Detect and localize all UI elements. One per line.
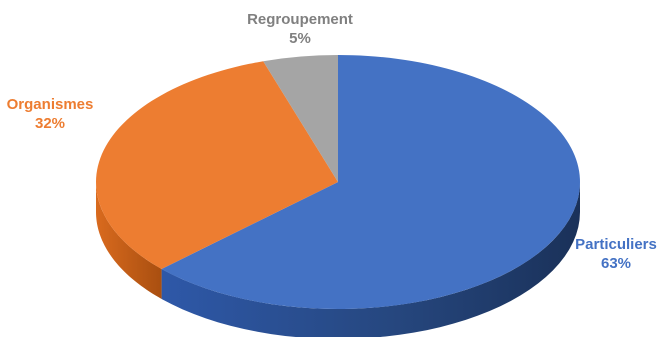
data-label-particuliers-category: Particuliers (575, 236, 657, 253)
pie-slice-regroupement (263, 55, 338, 182)
data-label-regroupement-category: Regroupement (247, 11, 353, 28)
pie-slice-tops (96, 55, 580, 309)
pie-slice-particuliers (161, 55, 580, 309)
pie-slice-organismes (96, 61, 338, 269)
pie-slice-sides (96, 182, 580, 337)
data-label-organismes-value: 32% (34, 115, 66, 132)
data-label-particuliers: Particuliers 63% (573, 235, 659, 273)
data-label-regroupement: Regroupement 5% (240, 10, 360, 48)
pie-side-organismes (96, 182, 162, 299)
data-label-regroupement-value: 5% (289, 30, 311, 47)
pie-side-particuliers (161, 182, 580, 337)
data-label-particuliers-value: 63% (600, 255, 632, 272)
data-label-organismes-category: Organismes (6, 96, 94, 113)
data-label-organismes: Organismes 32% (5, 95, 95, 133)
